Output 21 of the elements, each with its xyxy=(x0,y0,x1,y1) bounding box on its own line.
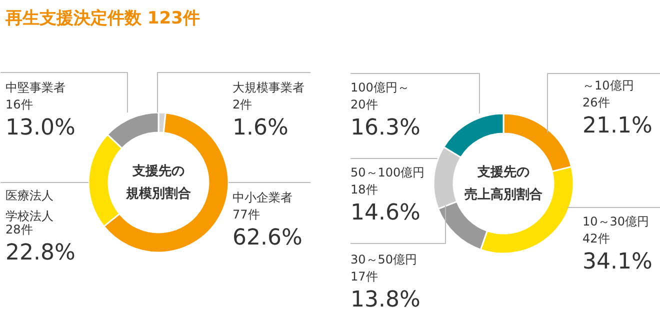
text: 支援先の売上高別割合 xyxy=(464,164,542,202)
slice-label: 30～50億円 xyxy=(350,252,418,266)
data-label: 20件 16.3% xyxy=(350,98,420,140)
data-label: 18件 14.6% xyxy=(350,182,420,226)
slice-label: 10～30億円 xyxy=(582,214,650,228)
slice-label: 100億円～ xyxy=(350,80,410,94)
data-label: 77件 62.6% xyxy=(232,208,302,250)
slice-label: 大規模事業者 xyxy=(232,80,304,94)
data-label: 2件 1.6% xyxy=(232,98,288,140)
chart-title: 再生支援決定件数 123件 xyxy=(4,8,200,28)
data-label: 17件 13.8% xyxy=(350,270,420,312)
slice-label: 医療法人学校法人 xyxy=(6,188,54,223)
text: 支援先の規模別割合 xyxy=(125,164,191,202)
slice-label: 中堅事業者 xyxy=(6,80,66,94)
data-label: 42件 34.1% xyxy=(582,232,652,274)
slice-label: ～10億円 xyxy=(582,78,634,92)
slice-label: 中小企業者 xyxy=(232,190,292,204)
data-label: 28件 22.8% xyxy=(6,222,76,266)
data-label: 26件 21.1% xyxy=(582,96,652,138)
slice-label: 50～100億円 xyxy=(350,166,425,180)
data-label: 16件 13.0% xyxy=(6,98,76,140)
